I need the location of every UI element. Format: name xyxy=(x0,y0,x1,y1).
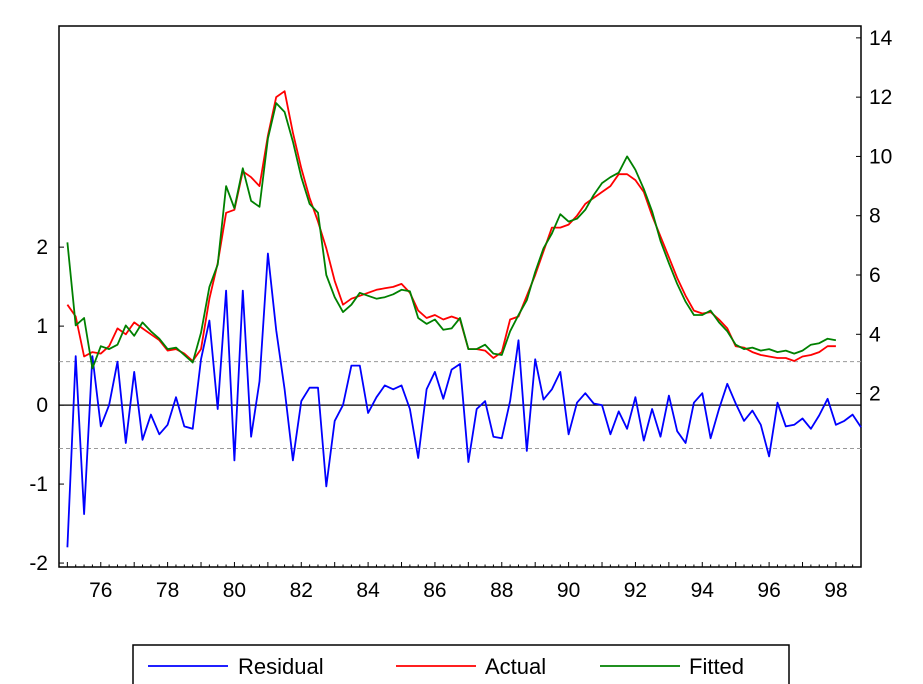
right-tick-label: 4 xyxy=(869,323,881,346)
right-y-axis: 2 4 6 8 10 12 14 xyxy=(856,27,893,406)
left-y-axis: -2 -1 0 1 2 xyxy=(29,236,64,575)
left-tick-label: 2 xyxy=(36,236,48,259)
right-tick-label: 14 xyxy=(869,27,893,50)
right-tick-label: 2 xyxy=(869,383,881,406)
legend-label-actual: Actual xyxy=(485,654,546,679)
plot-area-frame xyxy=(58,25,862,568)
x-tick-label: 78 xyxy=(156,579,179,602)
legend-label-residual: Residual xyxy=(238,654,324,679)
series-line-actual xyxy=(66,90,836,362)
x-tick-label: 98 xyxy=(824,579,847,602)
x-tick-label: 82 xyxy=(290,579,313,602)
legend-label-fitted: Fitted xyxy=(689,654,744,679)
right-tick-label: 12 xyxy=(869,86,892,109)
series-line-residual xyxy=(66,252,862,548)
series-lines xyxy=(66,90,862,548)
x-tick-label: 80 xyxy=(223,579,246,602)
left-tick-label: -1 xyxy=(29,473,48,496)
series-line-fitted xyxy=(66,102,837,370)
x-tick-label: 86 xyxy=(423,579,446,602)
x-tick-label: 84 xyxy=(356,579,380,602)
right-tick-label: 10 xyxy=(869,145,892,168)
legend: Residual Actual Fitted xyxy=(132,644,790,684)
left-tick-label: 0 xyxy=(36,394,48,417)
left-tick-label: -2 xyxy=(29,552,48,575)
right-tick-label: 6 xyxy=(869,264,881,287)
x-tick-label: 92 xyxy=(624,579,647,602)
x-axis: 76 78 80 82 84 86 88 90 92 94 96 98 xyxy=(58,562,862,602)
x-tick-label: 96 xyxy=(757,579,780,602)
x-tick-label: 90 xyxy=(557,579,580,602)
x-tick-label: 94 xyxy=(691,579,715,602)
x-tick-label: 88 xyxy=(490,579,513,602)
legend-box xyxy=(132,644,790,684)
right-tick-label: 8 xyxy=(869,205,881,228)
left-tick-label: 1 xyxy=(36,315,48,338)
x-tick-label: 76 xyxy=(89,579,112,602)
